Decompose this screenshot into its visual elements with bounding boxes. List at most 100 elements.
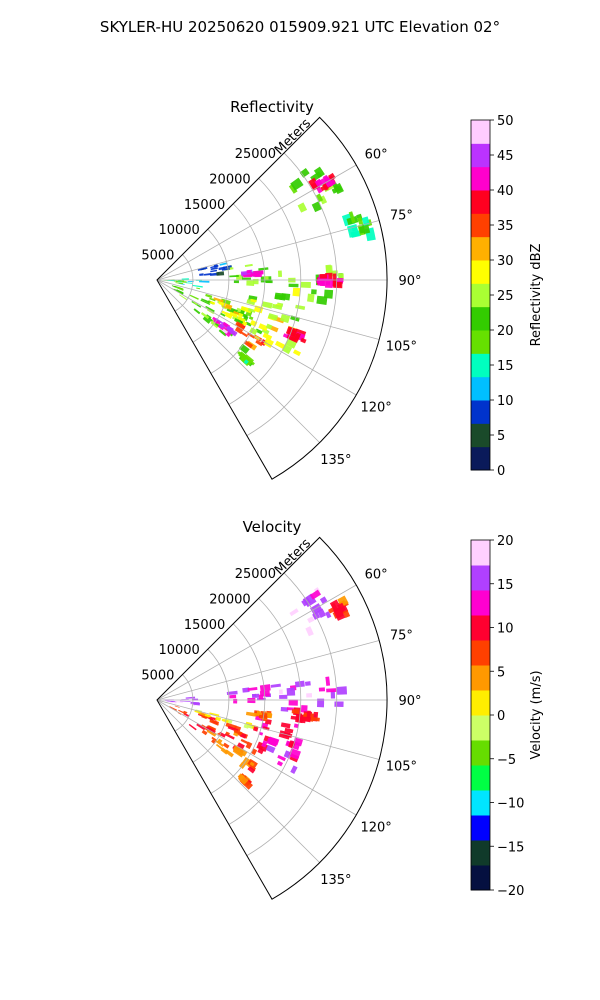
echo-cell: [221, 310, 228, 315]
echo-cell: [250, 298, 257, 303]
echo-cell: [202, 316, 211, 324]
range-ring: [192, 228, 230, 343]
echo-cell: [169, 706, 178, 711]
echo-cell: [348, 211, 356, 224]
echo-cell: [288, 183, 298, 194]
echo-cell: [255, 339, 263, 347]
colorbar-segment: [471, 353, 490, 378]
echo-cell: [165, 700, 174, 702]
echo-cell: [323, 289, 334, 299]
echo-cell: [179, 294, 188, 301]
radial-tick-label: 15000: [184, 198, 225, 213]
colorbar-tick-label: 5: [497, 429, 505, 444]
colorbar-tick-label: −5: [497, 753, 516, 768]
echo-cell: [171, 285, 177, 288]
echo-cell: [256, 741, 269, 752]
echo-cell: [225, 325, 234, 333]
echo-cell: [189, 294, 199, 300]
echo-cell: [279, 314, 291, 324]
echo-cell: [301, 597, 311, 607]
echo-cell: [322, 182, 329, 191]
colorbar-segment: [471, 765, 490, 791]
azimuth-tick-label: 120°: [360, 821, 391, 836]
azimuth-tick-label: 120°: [360, 401, 391, 416]
echo-cell: [211, 736, 218, 742]
colorbar-segment: [471, 865, 490, 891]
echo-cell: [247, 273, 254, 277]
range-ring: [192, 648, 230, 763]
range-ring: [210, 623, 266, 794]
echo-cell: [261, 740, 268, 748]
echo-cell: [324, 178, 333, 186]
figure-title: SKYLER-HU 20250620 015909.921 UTC Elevat…: [100, 18, 500, 36]
echo-cell: [274, 294, 283, 301]
echo-cell: [251, 748, 258, 756]
colorbar-tick-label: 0: [497, 464, 505, 479]
echo-cell: [240, 306, 252, 314]
echo-cell: [222, 328, 229, 334]
colorbar-tick-label: 15: [497, 359, 514, 374]
echo-cell: [245, 721, 253, 726]
echo-cell: [218, 329, 227, 337]
echo-cell: [229, 311, 238, 319]
echo-cell: [203, 273, 212, 276]
radial-tick-label: 15000: [184, 618, 225, 633]
echo-cell: [277, 270, 283, 278]
echo-cell: [265, 744, 276, 754]
echo-cell: [187, 280, 194, 283]
echo-cell: [361, 222, 371, 234]
echo-cell: [257, 747, 265, 755]
colorbar-tick-label: 25: [497, 289, 514, 304]
echo-cell: [307, 293, 315, 303]
echo-cell: [291, 709, 300, 715]
colorbar-segment: [471, 236, 490, 261]
echo-cell: [258, 270, 264, 275]
echo-cell: [300, 281, 311, 288]
echo-cell: [246, 332, 256, 339]
echo-cell: [331, 185, 343, 194]
azimuth-gridline: [156, 640, 380, 701]
echo-cell: [317, 698, 325, 708]
echo-cell: [309, 589, 322, 600]
echo-cell: [185, 696, 196, 699]
echo-cell: [294, 332, 301, 341]
radial-tick-label: 5000: [141, 669, 174, 684]
echo-cell: [239, 331, 248, 338]
colorbar-segment: [471, 400, 490, 424]
colorbar-label: Reflectivity dBZ: [529, 244, 544, 347]
radial-tick-label: 25000: [235, 147, 276, 162]
echo-cell: [290, 765, 298, 774]
echo-cell: [262, 332, 273, 341]
range-ring: [246, 152, 338, 436]
colorbar-segment: [471, 446, 490, 471]
colorbar-segment: [471, 143, 490, 168]
echo-cell: [201, 729, 208, 736]
echo-cell: [193, 702, 201, 706]
echo-cell: [357, 217, 364, 225]
echo-cell: [179, 700, 191, 702]
echo-cell: [249, 327, 258, 336]
colorbar-segment: [471, 213, 490, 238]
echo-cell: [261, 301, 273, 309]
echo-cell: [280, 707, 289, 712]
echo-cell: [288, 699, 298, 706]
echo-cell: [209, 300, 216, 305]
colorbar-segment: [471, 790, 490, 816]
echo-cell: [301, 716, 311, 723]
echo-cell: [218, 266, 226, 271]
echo-cell: [173, 288, 179, 292]
colorbar: 0 5 10 15 20 25 30 35 40 45 50 Reflectivity dBZ: [470, 114, 544, 479]
colorbar-tick-label: 10: [497, 622, 514, 637]
colorbar-segment: [471, 640, 490, 666]
colorbar-segment: [471, 565, 490, 591]
azimuth-gridline: [156, 220, 380, 281]
echo-cell: [234, 326, 244, 334]
echo-cell: [247, 307, 256, 313]
echo-cell: [181, 278, 189, 280]
panel-title: Reflectivity: [230, 98, 314, 116]
radial-tick-label: 20000: [209, 592, 250, 607]
echo-cell: [199, 280, 210, 283]
echo-cell: [174, 705, 180, 708]
echo-cell: [224, 312, 233, 319]
